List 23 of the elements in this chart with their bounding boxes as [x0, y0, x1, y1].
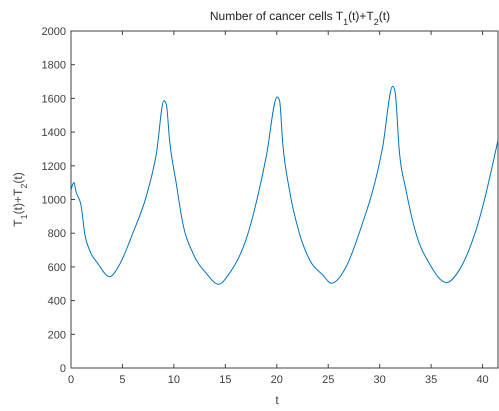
x-tick-label: 10 — [168, 374, 180, 386]
x-tick-label: 0 — [68, 374, 74, 386]
x-tick-label: 35 — [424, 374, 438, 386]
y-tick-label: 200 — [48, 329, 66, 342]
y-tick-label: 1000 — [42, 194, 66, 206]
y-tick-label: 400 — [48, 296, 66, 308]
chart-title: Number of cancer cells T$_{1}$(t)+T$_{2}$(t) — [210, 9, 390, 27]
x-tick-label: 25 — [322, 374, 334, 386]
y-tick-label: 1400 — [42, 127, 66, 140]
y-tick-label: 1200 — [42, 160, 66, 173]
x-tick-label: 40 — [476, 374, 489, 386]
y-tick-label: 0 — [60, 363, 66, 375]
y-tick-label: 2000 — [42, 26, 66, 38]
y-tick-label: 800 — [48, 228, 66, 240]
y-tick-label: 1800 — [42, 60, 66, 72]
x-tick-label: 30 — [374, 374, 386, 386]
x-axis-title: t — [275, 393, 280, 407]
y-tick-label: 600 — [48, 262, 66, 274]
x-tick-label: 20 — [270, 374, 283, 386]
y-tick-label: 1600 — [42, 93, 66, 106]
x-tick-label: 5 — [119, 374, 126, 386]
line-series — [70, 86, 498, 285]
x-tick-label: 15 — [219, 374, 232, 386]
